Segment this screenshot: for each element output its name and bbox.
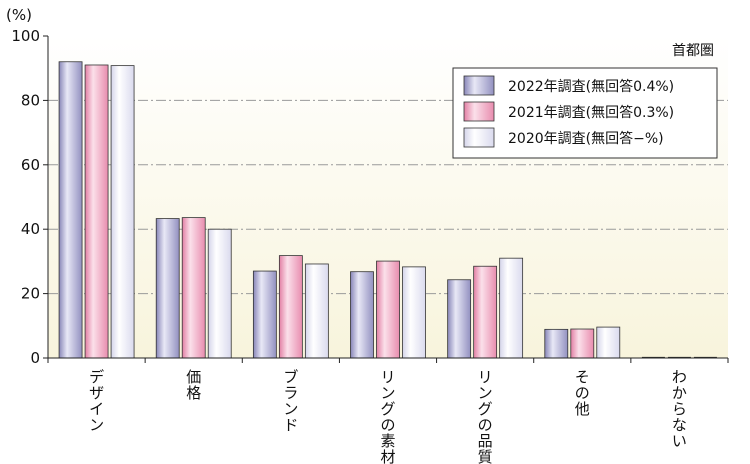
y-tick-label: 20 [21, 285, 40, 303]
bar [181, 217, 206, 359]
legend-label-2022: 2022年調査(無回答0.4%) [508, 78, 674, 95]
legend-swatch-2021 [463, 101, 495, 122]
legend-label-2021: 2021年調査(無回答0.3%) [508, 104, 674, 121]
bar [110, 65, 135, 359]
bar [402, 266, 426, 359]
region-label: 首都圏 [672, 43, 714, 59]
bar [447, 279, 472, 359]
bar [544, 328, 569, 359]
category-label: デザイン [89, 368, 104, 434]
category-label: リングの素材 [380, 368, 395, 464]
bar [473, 265, 498, 359]
y-tick-label: 0 [30, 349, 40, 367]
category-label: ブランド [283, 368, 298, 434]
x-axis-ticks [47, 358, 729, 363]
bar [84, 64, 109, 359]
bar [252, 270, 277, 359]
y-tick-label: 40 [21, 220, 40, 238]
bars [58, 61, 717, 359]
category-label: わからない [672, 368, 687, 450]
bar [278, 255, 303, 359]
bar [155, 218, 180, 359]
bar [58, 61, 83, 359]
legend-swatch-2022 [463, 75, 495, 96]
y-axis-ticks: 0 20 40 60 80 100 [11, 27, 48, 367]
category-label: 価格 [186, 368, 201, 402]
category-label: その他 [575, 368, 590, 418]
category-labels: デザイン 価格 ブランド リングの素材 リングの品質 その他 わからない [89, 368, 687, 464]
bar [350, 271, 374, 359]
legend: 2022年調査(無回答0.4%) 2021年調査(無回答0.3%) 2020年調… [452, 67, 718, 159]
y-tick-label: 100 [11, 27, 40, 45]
bar [499, 257, 524, 359]
category-label: リングの品質 [478, 368, 493, 464]
y-tick-label: 80 [21, 91, 40, 109]
bar [570, 328, 595, 359]
legend-swatch-2020 [463, 127, 495, 148]
legend-label-2020: 2020年調査(無回答−%) [508, 130, 664, 147]
legend-box [452, 67, 718, 159]
y-axis-unit-label: (%) [6, 6, 32, 24]
y-tick-label: 60 [21, 156, 40, 174]
bar [207, 228, 232, 359]
bar [376, 260, 400, 359]
bar [596, 326, 621, 359]
bar [304, 263, 329, 359]
